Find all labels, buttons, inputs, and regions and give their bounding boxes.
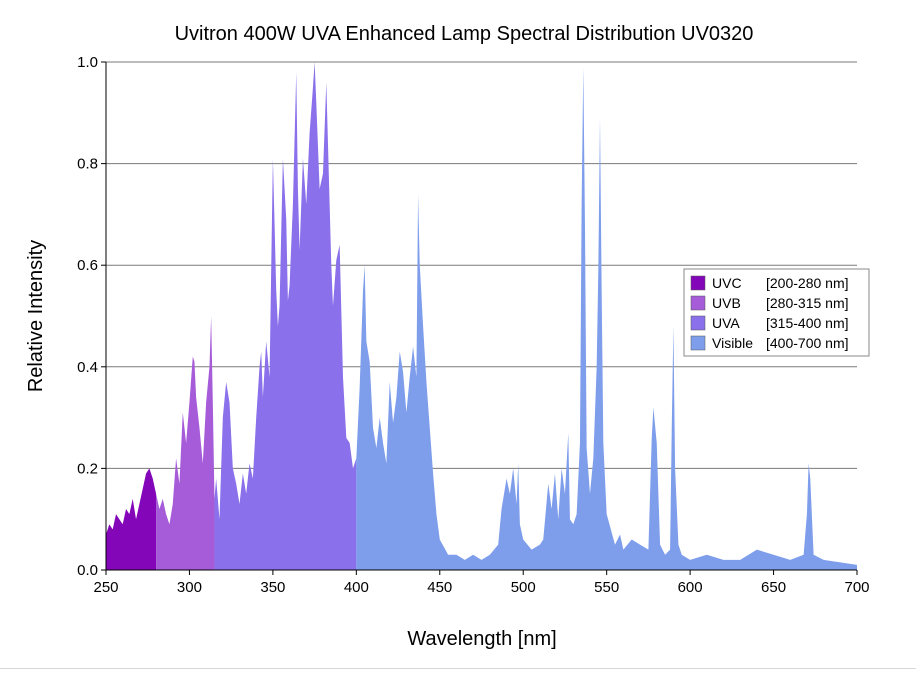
legend-name-visible: Visible bbox=[712, 335, 753, 351]
chart-title: Uvitron 400W UVA Enhanced Lamp Spectral … bbox=[175, 23, 754, 45]
y-tick-label-2: 0.4 bbox=[77, 359, 98, 376]
area-uvb bbox=[156, 316, 215, 570]
y-tick-labels: 0.0 0.2 0.4 0.6 0.8 1.0 bbox=[77, 54, 98, 579]
legend-name-uva: UVA bbox=[712, 315, 740, 331]
x-tick-label-1: 300 bbox=[177, 579, 202, 596]
x-tick-label-9: 700 bbox=[844, 579, 869, 596]
x-tick-label-6: 550 bbox=[594, 579, 619, 596]
y-tick-label-3: 0.6 bbox=[77, 257, 98, 274]
legend-box bbox=[683, 268, 870, 357]
x-tick-label-0: 250 bbox=[93, 579, 118, 596]
legend-range-uva: [315-400 nm] bbox=[766, 315, 849, 331]
spectrum-areas bbox=[106, 62, 857, 570]
legend-swatch-uva bbox=[690, 315, 706, 331]
legend-swatch-uvc bbox=[690, 275, 706, 291]
y-tick-label-0: 0.0 bbox=[77, 562, 98, 579]
area-uva bbox=[214, 62, 357, 570]
x-axis-label: Wavelength [nm] bbox=[407, 628, 556, 650]
y-axis-label: Relative Intensity bbox=[25, 240, 47, 392]
legend: UVC [200-280 nm] UVB [280-315 nm] UVA [315-40… bbox=[683, 268, 870, 357]
x-tick-label-3: 400 bbox=[344, 579, 369, 596]
legend-swatch-visible bbox=[690, 335, 706, 351]
legend-name-uvc: UVC bbox=[712, 275, 742, 291]
legend-range-visible: [400-700 nm] bbox=[766, 335, 849, 351]
y-tick-label-1: 0.2 bbox=[77, 460, 98, 477]
bottom-divider bbox=[0, 668, 916, 669]
x-tick-label-8: 650 bbox=[761, 579, 786, 596]
legend-range-uvb: [280-315 nm] bbox=[766, 295, 849, 311]
axes bbox=[101, 61, 858, 575]
area-visible bbox=[356, 67, 857, 570]
x-tick-label-7: 600 bbox=[678, 579, 703, 596]
y-tick-label-4: 0.8 bbox=[77, 156, 98, 173]
x-tick-labels: 250 300 350 400 450 500 550 600 650 700 bbox=[93, 579, 869, 596]
legend-name-uvb: UVB bbox=[712, 295, 741, 311]
area-uvc bbox=[106, 468, 157, 570]
y-tick-label-5: 1.0 bbox=[77, 54, 98, 71]
x-tick-label-4: 450 bbox=[427, 579, 452, 596]
x-tick-label-2: 350 bbox=[260, 579, 285, 596]
legend-range-uvc: [200-280 nm] bbox=[766, 275, 849, 291]
x-tick-label-5: 500 bbox=[511, 579, 536, 596]
legend-swatch-uvb bbox=[690, 295, 706, 311]
